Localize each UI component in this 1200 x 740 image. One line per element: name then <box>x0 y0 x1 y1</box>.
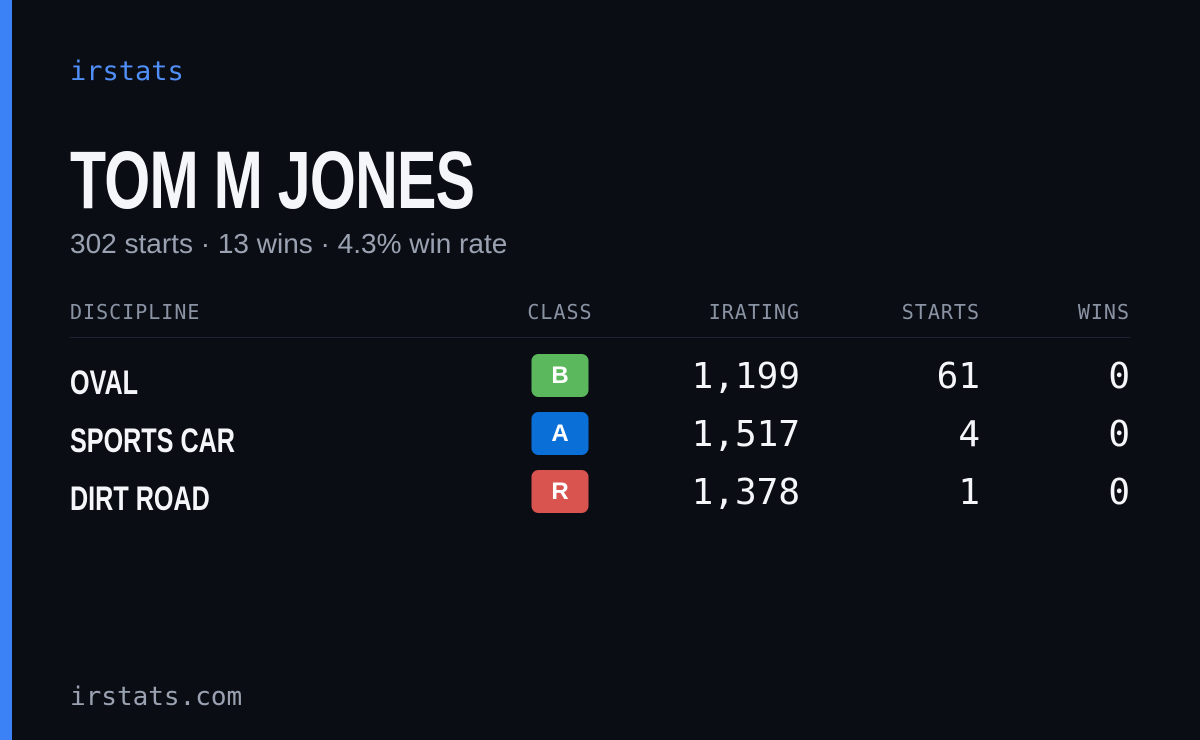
column-header: STARTS <box>901 300 980 324</box>
header-rule <box>70 337 1130 338</box>
irating: 1,199 <box>691 356 800 397</box>
footer-url: irstats.com <box>70 682 243 712</box>
irating: 1,378 <box>691 472 800 513</box>
discipline-name: SPORTS CAR <box>70 422 235 460</box>
wins: 0 <box>1108 356 1130 397</box>
class-badge: R <box>531 470 589 513</box>
starts: 4 <box>958 414 980 455</box>
wins: 0 <box>1108 414 1130 455</box>
column-header: IRATING <box>708 300 800 324</box>
summary: 302 starts · 13 wins · 4.3% win rate <box>70 228 508 259</box>
discipline-name: DIRT ROAD <box>70 480 210 518</box>
column-header: WINS <box>1077 300 1130 324</box>
column-header: DISCIPLINE <box>70 300 201 324</box>
irating: 1,517 <box>691 414 800 455</box>
starts: 1 <box>958 472 980 513</box>
class-badge: B <box>531 354 589 397</box>
column-header: CLASS <box>527 300 593 324</box>
starts: 61 <box>936 356 980 397</box>
class-badge: A <box>531 412 589 455</box>
driver-name: TOM M JONES <box>70 135 475 226</box>
accent-stripe <box>0 0 12 740</box>
discipline-name: OVAL <box>70 364 139 402</box>
wins: 0 <box>1108 472 1130 513</box>
brand: irstats <box>70 56 184 87</box>
